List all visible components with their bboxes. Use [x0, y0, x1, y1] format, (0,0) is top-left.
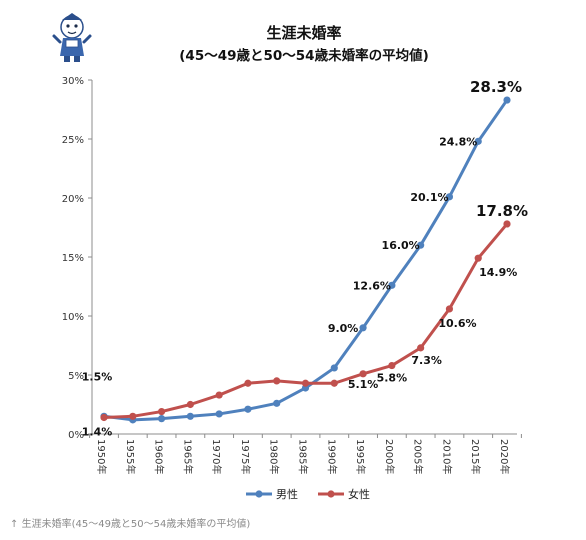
x-tick-label: 2005年 [412, 439, 425, 474]
x-tick-label: 1975年 [239, 439, 252, 474]
chart-subtitle: (45〜49歳と50〜54歳未婚率の平均値) [179, 47, 429, 64]
data-label: 5.1% [348, 378, 379, 391]
data-labels: 1.5% 1.4% 9.0% 12.6% 16.0% 20.1% 24.8% 28.3% 5.1… [82, 78, 528, 438]
y-tick-label: 20% [62, 194, 84, 205]
data-point [157, 415, 166, 423]
data-point [244, 379, 252, 387]
y-tick-label: 30% [62, 76, 84, 87]
caption-arrow: ↑ [10, 519, 19, 530]
data-point [388, 361, 396, 370]
data-label: 7.3% [411, 354, 442, 367]
data-point [445, 193, 454, 201]
line-chart: 生涯未婚率 (45〜49歳と50〜54歳未婚率の平均値) 0% 5% 10% 15% 2… [52, 13, 528, 501]
x-tick-label: 1970年 [210, 439, 223, 474]
data-point [186, 400, 194, 409]
y-tick-label: 5% [68, 371, 84, 382]
data-label: 20.1% [410, 191, 448, 204]
series-layer [100, 96, 511, 424]
data-label: 5.8% [377, 372, 408, 385]
data-point [474, 137, 482, 145]
data-label: 9.0% [328, 322, 359, 335]
y-tick-label: 10% [62, 312, 84, 323]
chart-title: 生涯未婚率 [266, 24, 341, 42]
data-point [359, 324, 367, 332]
y-tick-label: 15% [62, 253, 84, 264]
data-label: 17.8% [476, 202, 528, 220]
data-point [244, 405, 252, 413]
chart-legend: 男性 女性 [246, 487, 370, 501]
data-point [215, 391, 223, 399]
data-point [273, 399, 281, 407]
data-point [474, 254, 482, 262]
data-label: 12.6% [353, 279, 391, 292]
y-tick-label: 0% [68, 430, 84, 441]
x-tick-label: 1960年 [153, 439, 166, 474]
x-tick-label: 1965年 [181, 439, 194, 474]
data-point [503, 220, 511, 228]
legend-swatch-marker [255, 490, 263, 498]
data-point [503, 96, 511, 104]
data-point [417, 241, 425, 249]
data-point [215, 410, 223, 418]
data-label: 1.5% [82, 370, 113, 383]
data-label: 28.3% [470, 78, 522, 96]
data-label: 24.8% [439, 135, 477, 148]
data-label: 14.9% [479, 266, 517, 279]
data-label: 10.6% [438, 317, 476, 330]
data-point [186, 412, 194, 420]
legend-label: 女性 [348, 487, 370, 501]
x-tick-label: 2015年 [469, 439, 482, 474]
figure-caption: ↑ 生涯未婚率(45〜49歳と50〜54歳未婚率の平均値) [10, 515, 250, 530]
data-point [359, 370, 367, 378]
data-point [330, 364, 338, 372]
data-point [445, 305, 454, 313]
mascot-logo [52, 13, 92, 62]
legend-label: 男性 [276, 487, 298, 501]
x-tick-label: 1985年 [297, 439, 310, 474]
data-point [157, 407, 166, 416]
data-point [301, 379, 310, 387]
data-point [129, 412, 137, 420]
data-point [417, 344, 425, 352]
x-tick-label: 2010年 [440, 439, 453, 474]
caption-text: 生涯未婚率(45〜49歳と50〜54歳未婚率の平均値) [21, 519, 251, 530]
data-point [388, 281, 396, 289]
x-tick-label: 2000年 [383, 439, 396, 474]
data-point [273, 377, 281, 385]
x-tick-label: 1990年 [325, 439, 338, 474]
data-label: 16.0% [382, 239, 420, 252]
legend-swatch-marker [327, 490, 335, 498]
x-tick-label: 1955年 [124, 439, 137, 474]
x-tick-label: 1950年 [95, 439, 108, 474]
y-tick-label: 25% [62, 135, 84, 146]
data-point [330, 379, 338, 387]
x-tick-label: 1995年 [354, 439, 367, 474]
x-tick-label: 1980年 [268, 439, 281, 474]
x-axis: 1950年 1955年 1960年 1965年 1970年 1975年 1980年 1985年… [89, 433, 522, 474]
x-tick-label: 2020年 [498, 439, 511, 474]
data-label: 1.4% [82, 425, 113, 438]
y-axis: 0% 5% 10% 15% 20% 25% 30% [62, 76, 93, 441]
data-point [100, 413, 108, 422]
